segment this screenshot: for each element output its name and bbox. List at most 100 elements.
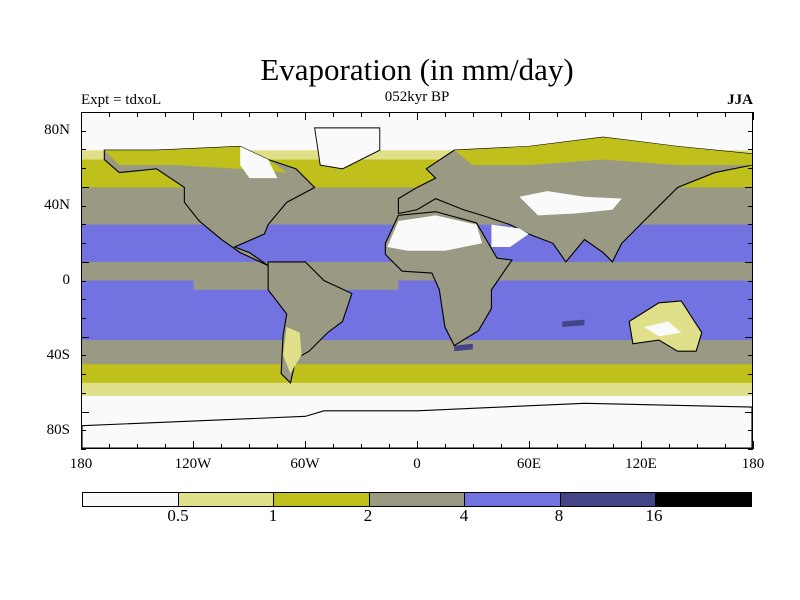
axis-tick bbox=[753, 112, 754, 120]
axis-tick bbox=[81, 374, 86, 376]
axis-tick bbox=[641, 112, 642, 120]
axis-tick bbox=[81, 168, 86, 170]
axis-tick bbox=[305, 112, 306, 120]
axis-tick bbox=[193, 441, 194, 449]
axis-tick bbox=[81, 261, 89, 263]
axis-tick bbox=[417, 441, 418, 449]
colorbar-label: 2 bbox=[363, 506, 373, 525]
colorbar-swatch bbox=[83, 493, 179, 506]
axis-tick bbox=[748, 243, 753, 245]
lon-label: 60E bbox=[516, 456, 542, 472]
axis-tick bbox=[333, 112, 334, 117]
axis-tick bbox=[613, 112, 614, 117]
axis-tick bbox=[109, 444, 110, 449]
axis-tick bbox=[501, 444, 502, 449]
axis-tick bbox=[557, 112, 558, 117]
axis-tick bbox=[669, 444, 670, 449]
axis-tick bbox=[445, 444, 446, 449]
axis-tick bbox=[748, 205, 753, 207]
land bbox=[644, 321, 682, 337]
axis-tick bbox=[361, 444, 362, 449]
axis-tick bbox=[221, 444, 222, 449]
colorbar-label: 4 bbox=[459, 506, 469, 525]
lon-label: 180 bbox=[69, 456, 93, 472]
axis-tick bbox=[81, 205, 86, 207]
lon-label: 0 bbox=[413, 456, 421, 472]
experiment-label: Expt = tdxoL bbox=[81, 92, 162, 108]
axis-tick bbox=[81, 280, 86, 282]
axis-tick bbox=[748, 280, 753, 282]
axis-tick bbox=[501, 112, 502, 117]
axis-tick bbox=[333, 444, 334, 449]
time-label: 052kyr BP bbox=[384, 89, 450, 105]
axis-tick bbox=[81, 355, 86, 357]
colorbar bbox=[82, 492, 752, 507]
axis-tick bbox=[748, 449, 753, 450]
colorbar-label: 0.5 bbox=[167, 506, 189, 525]
axis-tick bbox=[753, 441, 754, 449]
lon-label: 180 bbox=[741, 456, 765, 472]
plot-title: Evaporation (in mm/day) bbox=[260, 52, 574, 87]
axis-tick bbox=[81, 430, 86, 432]
axis-tick bbox=[585, 444, 586, 449]
axis-tick bbox=[745, 261, 753, 263]
lat-label: 80N bbox=[44, 122, 70, 138]
colorbar-label: 1 bbox=[268, 506, 278, 525]
axis-tick bbox=[745, 112, 753, 113]
axis-tick bbox=[389, 444, 390, 449]
axis-tick bbox=[697, 112, 698, 117]
axis-tick bbox=[748, 149, 753, 151]
colorbar-label: 8 bbox=[554, 506, 564, 525]
axis-tick bbox=[745, 336, 753, 338]
land bbox=[387, 215, 483, 251]
colorbar-swatch bbox=[465, 493, 561, 506]
axis-tick bbox=[529, 112, 530, 120]
axis-tick bbox=[745, 186, 753, 188]
colorbar-swatch bbox=[178, 493, 275, 506]
axis-tick bbox=[613, 444, 614, 449]
lat-label: 0 bbox=[62, 272, 71, 288]
colorbar-swatch bbox=[274, 493, 370, 506]
land bbox=[283, 327, 302, 374]
axis-tick bbox=[557, 444, 558, 449]
axis-tick bbox=[748, 430, 753, 432]
season-label: JJA bbox=[727, 92, 753, 108]
land bbox=[491, 224, 529, 247]
axis-tick bbox=[81, 392, 86, 394]
axis-tick bbox=[748, 224, 753, 226]
axis-tick bbox=[81, 186, 89, 188]
axis-tick bbox=[81, 112, 89, 113]
lon-label: 120W bbox=[174, 456, 212, 472]
colorbar-label: 16 bbox=[645, 506, 663, 525]
axis-tick bbox=[165, 112, 166, 117]
axis-tick bbox=[221, 112, 222, 117]
land bbox=[82, 402, 752, 448]
axis-tick bbox=[249, 112, 250, 117]
axis-tick bbox=[669, 112, 670, 117]
land bbox=[454, 137, 752, 166]
axis-tick bbox=[748, 355, 753, 357]
colorbar-swatch bbox=[369, 493, 466, 506]
axis-tick bbox=[277, 112, 278, 117]
axis-tick bbox=[81, 224, 86, 226]
axis-tick bbox=[529, 441, 530, 449]
axis-tick bbox=[725, 444, 726, 449]
axis-tick bbox=[445, 112, 446, 117]
axis-tick bbox=[305, 441, 306, 449]
lat-label: 80S bbox=[46, 422, 70, 438]
axis-tick bbox=[81, 317, 86, 319]
axis-tick bbox=[81, 441, 82, 449]
axis-tick bbox=[137, 112, 138, 117]
axis-tick bbox=[389, 112, 390, 117]
axis-tick bbox=[473, 112, 474, 117]
axis-tick bbox=[748, 130, 753, 132]
dark-patch bbox=[562, 319, 585, 328]
axis-tick bbox=[748, 168, 753, 170]
axis-tick bbox=[585, 112, 586, 117]
axis-tick bbox=[81, 112, 82, 120]
lon-label: 120E bbox=[625, 456, 657, 472]
axis-tick bbox=[81, 336, 89, 338]
land bbox=[519, 191, 622, 216]
axis-tick bbox=[417, 112, 418, 120]
axis-tick bbox=[81, 130, 86, 132]
